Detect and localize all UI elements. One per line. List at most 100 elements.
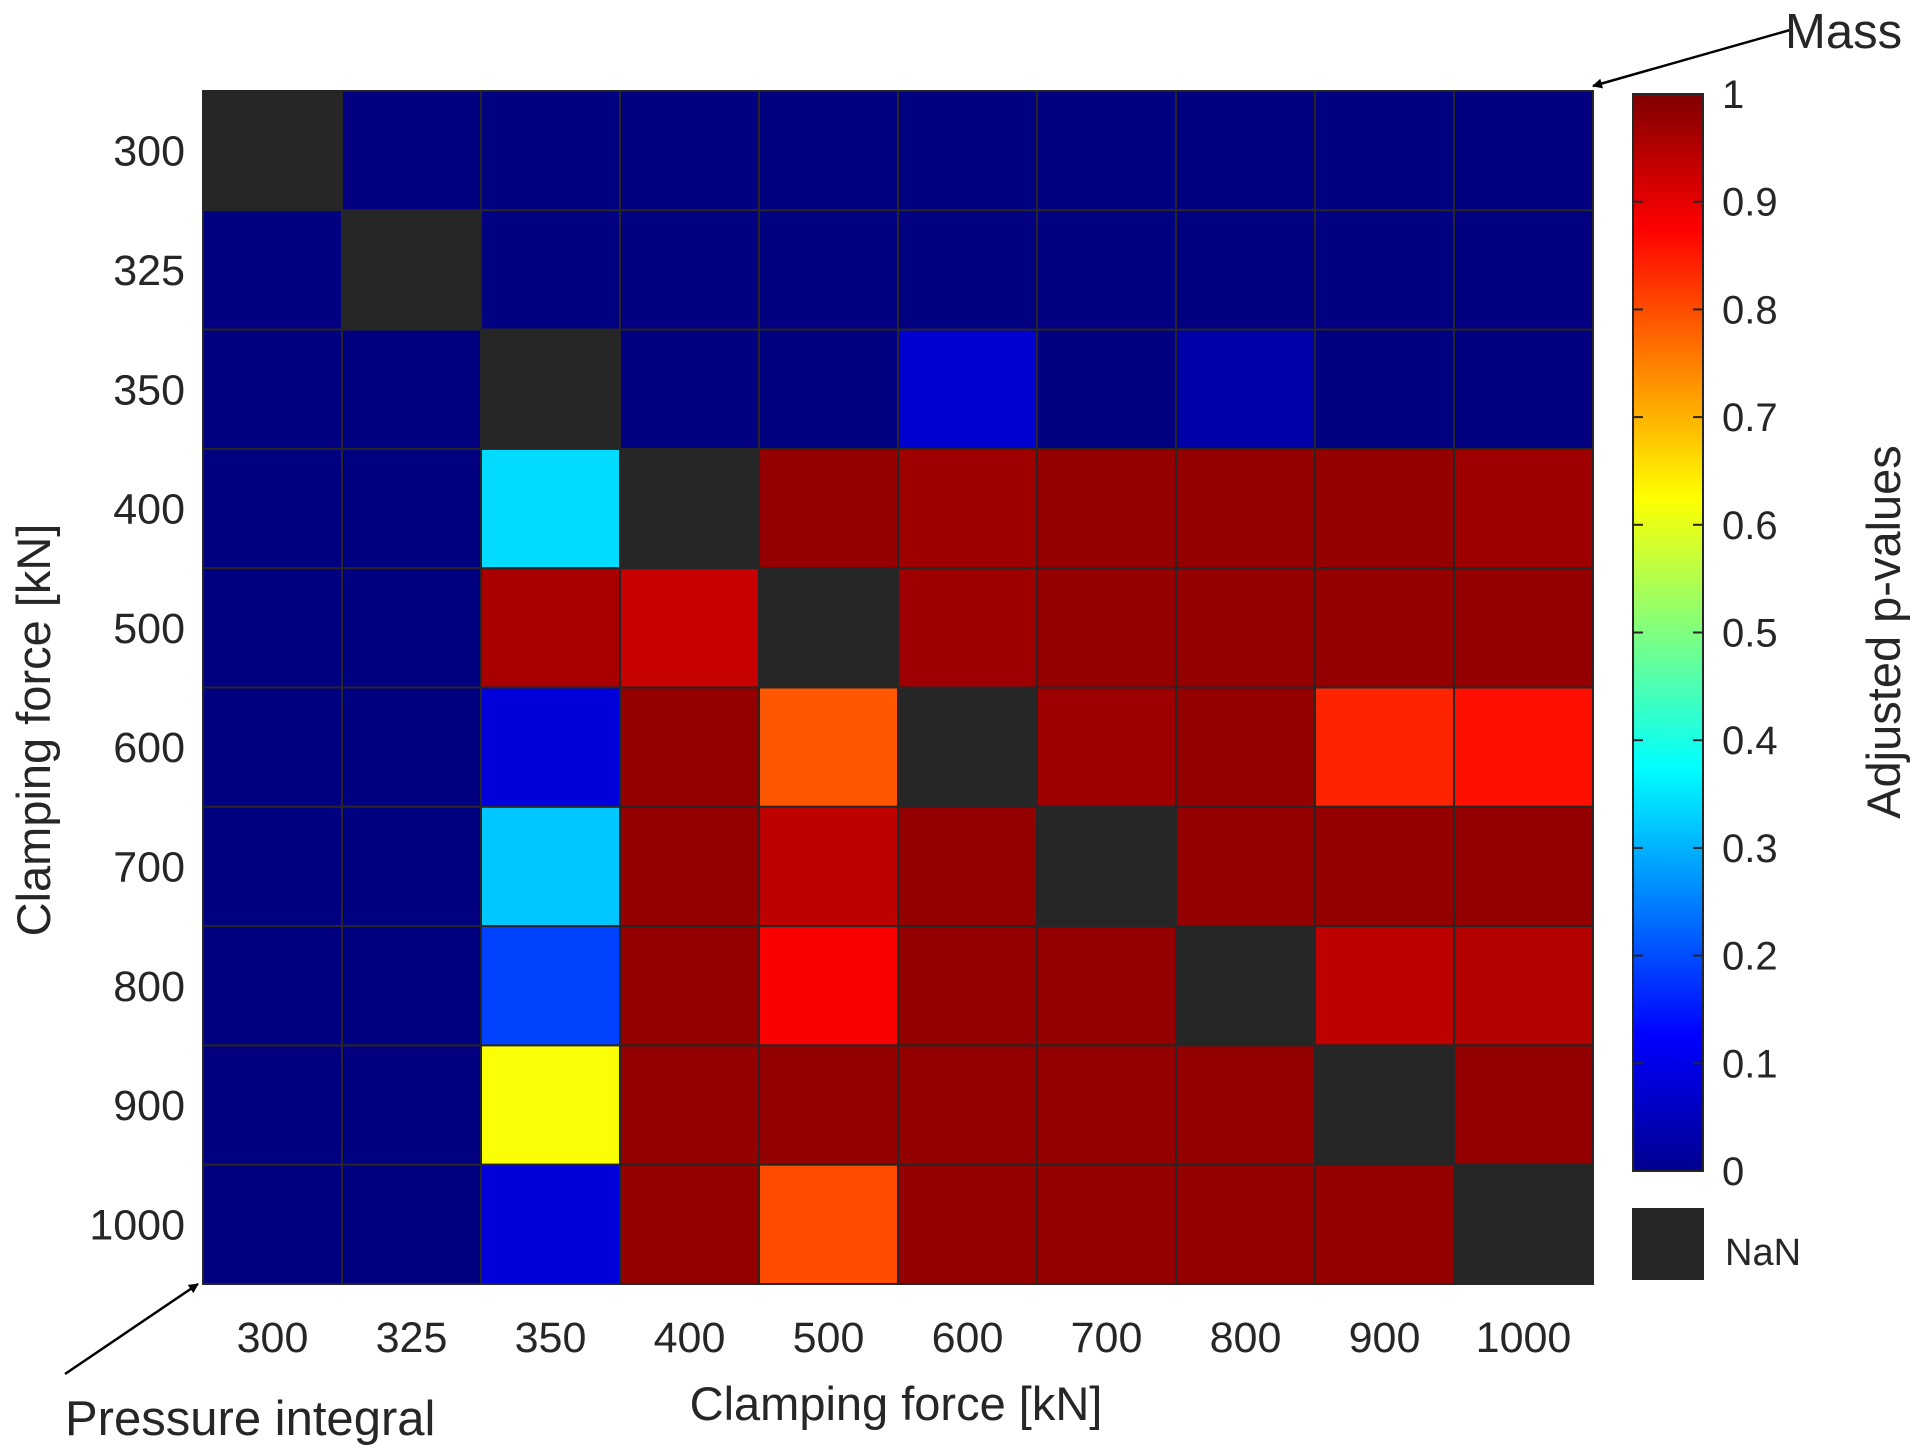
heatmap-cell — [202, 328, 343, 450]
heatmap-cell — [619, 1044, 760, 1166]
heatmap-cell — [480, 567, 621, 689]
heatmap-cell — [1036, 686, 1177, 808]
colorbar-tick-label: 0.2 — [1722, 935, 1778, 979]
heatmap-cell — [480, 805, 621, 928]
heatmap-cell — [758, 209, 899, 331]
heatmap-cell-nan — [897, 686, 1038, 808]
y-tick-label: 900 — [113, 1082, 185, 1130]
colorbar-tick-label: 0.6 — [1722, 504, 1778, 548]
heatmap-cell — [1314, 805, 1455, 928]
heatmap-cell — [758, 90, 899, 212]
heatmap-cell — [480, 1044, 621, 1166]
heatmap-cell-nan — [758, 567, 899, 689]
heatmap-cell — [1453, 686, 1594, 808]
colorbar — [1632, 93, 1704, 1172]
heatmap-cell — [1036, 328, 1177, 450]
x-tick-label: 600 — [932, 1314, 1004, 1362]
heatmap-cell — [758, 447, 899, 570]
heatmap-cell-nan — [1314, 1044, 1455, 1166]
y-tick-label: 600 — [113, 724, 185, 772]
heatmap-cell-nan — [1453, 1163, 1594, 1285]
heatmap-cell — [619, 686, 760, 808]
heatmap-cell — [1314, 1163, 1455, 1285]
heatmap-cell — [897, 567, 1038, 689]
pressure-integral-annotation: Pressure integral — [65, 1392, 435, 1446]
heatmap-cell — [758, 686, 899, 808]
colorbar-tick-label: 1 — [1722, 73, 1744, 117]
heatmap-cell-nan — [341, 209, 482, 331]
colorbar-tick-label: 0 — [1722, 1150, 1744, 1194]
colorbar-tick-label: 0.3 — [1722, 827, 1778, 871]
heatmap-cell-nan — [1175, 925, 1316, 1047]
heatmap-cell — [1175, 1163, 1316, 1285]
colorbar-tick-label: 0.8 — [1722, 288, 1778, 332]
x-tick-label: 500 — [793, 1314, 865, 1362]
x-tick-label: 700 — [1071, 1314, 1143, 1362]
pressure-integral-arrow — [64, 1282, 199, 1376]
heatmap-cell — [897, 90, 1038, 212]
heatmap-cell — [897, 1044, 1038, 1166]
heatmap-cell — [202, 805, 343, 928]
colorbar-tick-label: 0.4 — [1722, 719, 1778, 763]
heatmap-cell — [202, 567, 343, 689]
heatmap-cell — [341, 90, 482, 212]
heatmap-cell — [1314, 90, 1455, 212]
heatmap-cell — [1453, 567, 1594, 689]
heatmap-cell — [758, 328, 899, 450]
heatmap-cell — [341, 1044, 482, 1166]
heatmap-cell — [1453, 925, 1594, 1047]
x-tick-label: 350 — [515, 1314, 587, 1362]
heatmap-cell — [341, 805, 482, 928]
heatmap-cell — [1453, 805, 1594, 928]
heatmap-cell — [619, 925, 760, 1047]
y-axis-title: Clamping force [kN] — [7, 524, 60, 937]
heatmap-cell-nan — [619, 447, 760, 570]
heatmap-cell — [480, 447, 621, 570]
y-tick-label: 800 — [113, 963, 185, 1011]
nan-swatch — [1632, 1208, 1704, 1280]
heatmap-cell — [1453, 328, 1594, 450]
heatmap-cell — [341, 686, 482, 808]
heatmap-cell — [897, 1163, 1038, 1285]
heatmap-cell — [480, 90, 621, 212]
heatmap-cell-nan — [1036, 805, 1177, 928]
heatmap-cell — [1453, 90, 1594, 212]
y-tick-label: 500 — [113, 605, 185, 653]
y-tick-label: 700 — [113, 843, 185, 891]
heatmap-cell — [619, 328, 760, 450]
heatmap-cell — [1175, 686, 1316, 808]
heatmap-cell — [1175, 567, 1316, 689]
heatmap-cell — [619, 90, 760, 212]
heatmap-cell — [480, 1163, 621, 1285]
x-tick-label: 400 — [654, 1314, 726, 1362]
x-axis-title: Clamping force [kN] — [690, 1377, 1103, 1430]
heatmap-cell — [1175, 805, 1316, 928]
heatmap-cell — [1175, 1044, 1316, 1166]
heatmap-cell — [619, 805, 760, 928]
x-tick-label: 1000 — [1476, 1314, 1572, 1362]
heatmap-cell — [897, 925, 1038, 1047]
colorbar-tick-label: 0.1 — [1722, 1042, 1778, 1086]
y-tick-label: 325 — [113, 247, 185, 295]
colorbar-label: Adjusted p-values — [1857, 445, 1910, 819]
heatmap-cell — [1314, 209, 1455, 331]
heatmap-cell — [202, 1163, 343, 1285]
x-tick-labels: 300 325 350 400 500 600 700 800 900 1000 — [237, 1314, 1572, 1362]
heatmap-cell — [619, 209, 760, 331]
heatmap-cell — [758, 805, 899, 928]
heatmap-cell — [202, 209, 343, 331]
heatmap-cell — [619, 1163, 760, 1285]
heatmap-cell — [480, 925, 621, 1047]
heatmap-cell — [202, 1044, 343, 1166]
heatmap-cell — [897, 805, 1038, 928]
heatmap-cell — [897, 209, 1038, 331]
colorbar-tick-label: 0.7 — [1722, 396, 1778, 440]
heatmap-cell — [341, 1163, 482, 1285]
heatmap-cell — [897, 447, 1038, 570]
heatmap-cell — [1453, 447, 1594, 570]
x-tick-label: 300 — [237, 1314, 309, 1362]
heatmap-cell — [1175, 209, 1316, 331]
heatmap-cell — [758, 1163, 899, 1285]
heatmap-cell — [341, 447, 482, 570]
